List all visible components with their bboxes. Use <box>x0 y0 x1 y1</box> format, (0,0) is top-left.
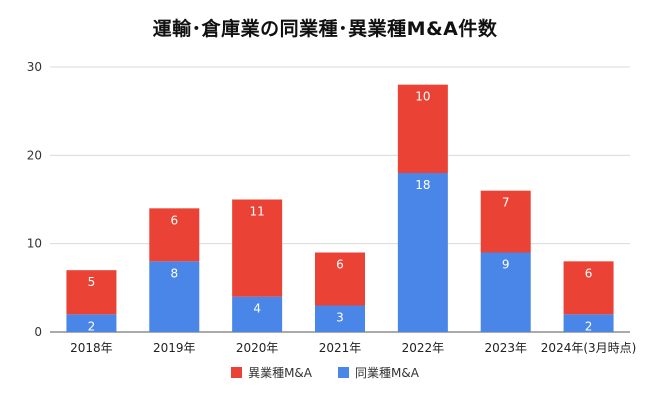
x-tick-label: 2019年 <box>153 341 196 355</box>
y-tick-label: 0 <box>34 325 42 339</box>
x-tick-label: 2018年 <box>70 341 113 355</box>
bar-same-industry <box>397 173 448 332</box>
legend-swatch-same-industry <box>338 367 349 378</box>
legend-label-same-industry: 同業種M&A <box>355 366 419 380</box>
data-label: 6 <box>170 213 178 227</box>
data-label: 4 <box>253 302 261 316</box>
x-tick-label: 2022年 <box>402 341 445 355</box>
x-tick-label: 2021年 <box>319 341 362 355</box>
y-tick-label: 20 <box>27 148 42 162</box>
data-label: 2 <box>585 319 593 333</box>
bar-same-industry <box>66 314 117 332</box>
data-label: 6 <box>585 266 593 280</box>
bar-same-industry <box>232 296 283 332</box>
data-label: 5 <box>88 275 96 289</box>
y-tick-label: 10 <box>27 237 42 251</box>
bar-cross-industry <box>66 270 117 315</box>
bar-cross-industry <box>563 261 614 315</box>
data-label: 10 <box>415 90 430 104</box>
bar-cross-industry <box>232 199 283 297</box>
data-label: 7 <box>502 196 510 210</box>
bar-cross-industry <box>397 84 448 173</box>
bar-cross-industry <box>480 190 531 253</box>
bar-same-industry <box>149 261 200 332</box>
x-tick-label: 2020年 <box>236 341 279 355</box>
legend: 異業種M&A 同業種M&A <box>0 364 650 381</box>
chart-title: 運輸･倉庫業の同業種･異業種M&A件数 <box>152 18 498 40</box>
bar-same-industry <box>480 252 531 332</box>
legend-item-same-industry[interactable]: 同業種M&A <box>338 364 419 381</box>
legend-item-cross-industry[interactable]: 異業種M&A <box>231 364 312 381</box>
legend-swatch-cross-industry <box>231 367 243 378</box>
data-label: 3 <box>336 311 344 325</box>
x-tick-label: 2024年(3月時点) <box>541 341 637 355</box>
bar-cross-industry <box>315 252 365 306</box>
legend-label-cross-industry: 異業種M&A <box>248 366 312 380</box>
data-label: 9 <box>502 258 510 272</box>
bar-cross-industry <box>149 208 200 262</box>
data-label: 8 <box>170 266 178 280</box>
bar-same-industry <box>315 305 365 332</box>
bar-same-industry <box>563 314 614 332</box>
x-tick-label: 2023年 <box>484 341 527 355</box>
data-label: 6 <box>336 258 344 272</box>
data-label: 2 <box>88 319 96 333</box>
data-label: 18 <box>415 178 430 192</box>
data-label: 11 <box>250 205 265 219</box>
y-tick-label: 30 <box>27 60 42 74</box>
